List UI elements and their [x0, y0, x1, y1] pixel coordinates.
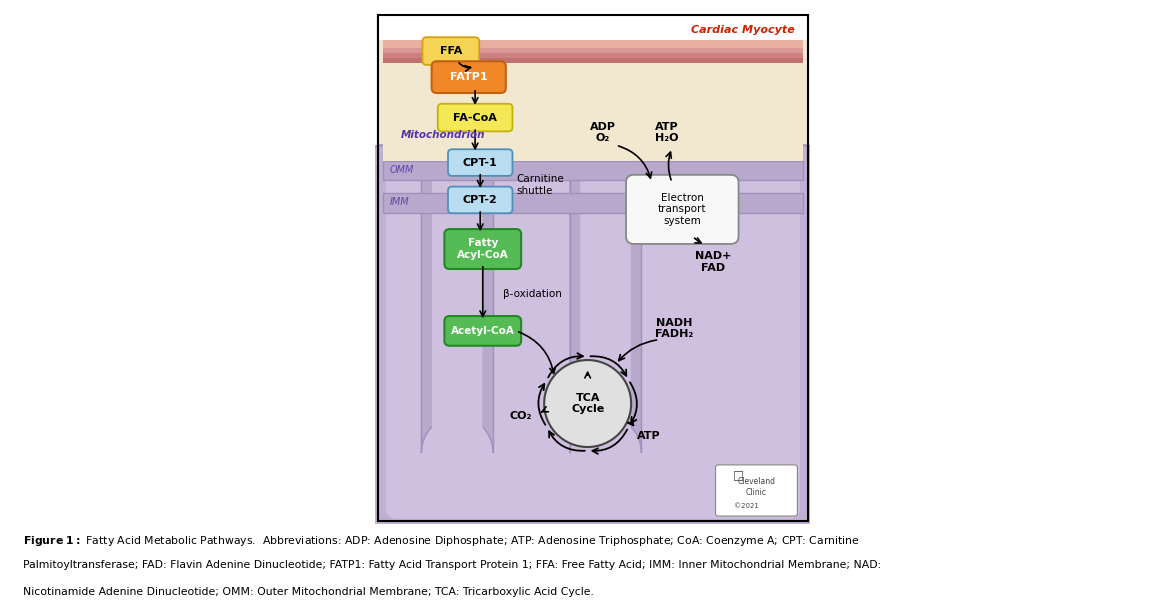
Text: β-oxidation: β-oxidation	[503, 289, 562, 298]
Ellipse shape	[384, 0, 801, 68]
Bar	[378, 12, 808, 40]
FancyBboxPatch shape	[432, 62, 505, 93]
Polygon shape	[581, 161, 630, 452]
FancyBboxPatch shape	[383, 161, 802, 180]
Polygon shape	[433, 161, 482, 452]
Text: ATP: ATP	[638, 431, 661, 441]
FancyBboxPatch shape	[437, 104, 512, 132]
Text: Acetyl-CoA: Acetyl-CoA	[451, 326, 514, 336]
Polygon shape	[570, 161, 641, 452]
Text: OMM: OMM	[390, 165, 414, 175]
FancyBboxPatch shape	[422, 37, 479, 65]
Bar	[378, 15, 808, 191]
Text: NAD+
FAD: NAD+ FAD	[695, 251, 731, 273]
Circle shape	[544, 360, 631, 447]
Text: $\mathbf{Figure\ 1:}$ Fatty Acid Metabolic Pathways.  Abbreviations: ADP: Adenos: $\mathbf{Figure\ 1:}$ Fatty Acid Metabol…	[23, 533, 860, 547]
Text: Fatty
Acyl-CoA: Fatty Acyl-CoA	[457, 238, 509, 260]
FancyBboxPatch shape	[448, 149, 512, 176]
Ellipse shape	[378, 0, 808, 66]
FancyBboxPatch shape	[378, 15, 808, 521]
Text: ADP
O₂: ADP O₂	[590, 122, 616, 143]
Text: CO₂: CO₂	[510, 411, 532, 421]
Ellipse shape	[365, 0, 821, 63]
Text: NADH
FADH₂: NADH FADH₂	[655, 317, 694, 339]
Text: TCA
Cycle: TCA Cycle	[571, 393, 604, 414]
Text: ☐: ☐	[733, 471, 745, 484]
Text: Carnitine
shuttle: Carnitine shuttle	[516, 174, 564, 196]
FancyBboxPatch shape	[367, 145, 818, 534]
Ellipse shape	[371, 0, 815, 63]
FancyBboxPatch shape	[448, 186, 512, 213]
Text: FATP1: FATP1	[450, 72, 488, 82]
Bar	[383, 30, 802, 161]
Bar	[383, 40, 802, 58]
Text: Palmitoyltransferase; FAD: Flavin Adenine Dinucleotide; FATP1: Fatty Acid Transp: Palmitoyltransferase; FAD: Flavin Adenin…	[23, 560, 882, 570]
Text: Mitochondrion: Mitochondrion	[401, 130, 486, 140]
FancyBboxPatch shape	[383, 193, 802, 213]
Bar	[383, 40, 802, 63]
FancyBboxPatch shape	[626, 175, 739, 244]
FancyBboxPatch shape	[716, 465, 798, 516]
Text: Clinic: Clinic	[746, 488, 767, 496]
Text: ©2021: ©2021	[734, 503, 759, 509]
Text: IMM: IMM	[390, 197, 410, 208]
FancyBboxPatch shape	[386, 166, 800, 519]
Text: Electron
transport
system: Electron transport system	[658, 193, 707, 226]
Text: ATP
H₂O: ATP H₂O	[655, 122, 679, 143]
Text: CPT-2: CPT-2	[463, 195, 497, 205]
Text: FA-CoA: FA-CoA	[453, 113, 497, 122]
Text: Cardiac Myocyte: Cardiac Myocyte	[691, 25, 795, 35]
FancyBboxPatch shape	[444, 316, 521, 346]
Bar	[383, 40, 802, 53]
Text: Nicotinamide Adenine Dinucleotide; OMM: Outer Mitochondrial Membrane; TCA: Trica: Nicotinamide Adenine Dinucleotide; OMM: …	[23, 587, 594, 597]
FancyBboxPatch shape	[444, 229, 521, 269]
Polygon shape	[421, 161, 493, 452]
Text: CPT-1: CPT-1	[463, 158, 497, 167]
Text: Cleveland: Cleveland	[738, 477, 776, 487]
Text: FFA: FFA	[440, 46, 462, 56]
Bar	[383, 40, 802, 48]
